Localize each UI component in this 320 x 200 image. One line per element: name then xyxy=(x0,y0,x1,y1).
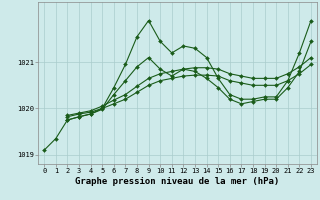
X-axis label: Graphe pression niveau de la mer (hPa): Graphe pression niveau de la mer (hPa) xyxy=(76,177,280,186)
